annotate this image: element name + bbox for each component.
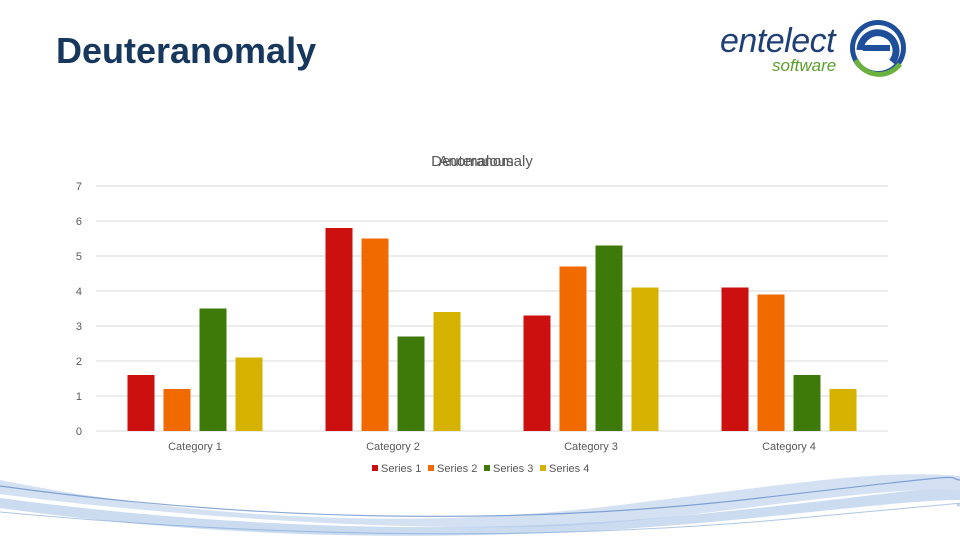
y-tick-label: 4 <box>76 286 82 298</box>
y-tick-label: 5 <box>76 251 82 263</box>
x-category-label: Category 1 <box>168 441 222 453</box>
legend-label: Series 1 <box>381 463 421 475</box>
legend-swatch-4 <box>540 465 546 471</box>
bar-2-4 <box>757 294 785 431</box>
y-tick-label: 1 <box>76 391 82 403</box>
legend: Series 1 Series 2 Series 3 Series 4 <box>372 463 589 475</box>
bar-2-3 <box>559 266 587 431</box>
x-category-label: Category 2 <box>366 441 420 453</box>
bar-4-2 <box>433 312 461 431</box>
bar-3-1 <box>199 308 227 431</box>
bar-1-2 <box>325 228 353 431</box>
legend-swatch-2 <box>428 465 434 471</box>
legend-label: Series 4 <box>549 463 589 475</box>
bar-4-3 <box>631 287 659 431</box>
bar-2-1 <box>163 389 191 431</box>
bar-3-2 <box>397 336 425 431</box>
chart-title: Deuteranomaly <box>431 153 533 170</box>
logo-sub: software <box>772 56 837 75</box>
entelect-logo: entelect software <box>716 14 916 84</box>
bar-4-4 <box>829 389 857 431</box>
bar-3-3 <box>595 245 623 431</box>
y-tick-label: 0 <box>76 426 82 438</box>
y-tick-label: 7 <box>76 181 82 193</box>
y-tick-label: 6 <box>76 216 82 228</box>
x-category-label: Category 3 <box>564 441 618 453</box>
legend-label: Series 3 <box>493 463 533 475</box>
bar-1-3 <box>523 315 551 431</box>
chart-title-overlap: Anomalous <box>438 153 513 170</box>
y-tick-label: 3 <box>76 321 82 333</box>
legend-swatch-3 <box>484 465 490 471</box>
logo-e-icon <box>850 20 906 77</box>
bar-1-4 <box>721 287 749 431</box>
decorative-swoosh <box>0 474 960 536</box>
y-axis-ticks: 0 1 2 3 4 5 6 7 <box>76 181 82 438</box>
logo-word: entelect <box>720 22 836 60</box>
bar-1-1 <box>127 375 155 431</box>
bars <box>127 228 857 431</box>
slide-title: Deuteranomaly <box>56 30 317 71</box>
y-tick-label: 2 <box>76 356 82 368</box>
bar-4-1 <box>235 357 263 431</box>
bar-3-4 <box>793 375 821 431</box>
legend-swatch-1 <box>372 465 378 471</box>
gridlines <box>96 185 888 432</box>
bar-2-2 <box>361 238 389 431</box>
legend-label: Series 2 <box>437 463 477 475</box>
x-axis-categories: Category 1 Category 2 Category 3 Category 4 <box>168 441 816 453</box>
x-category-label: Category 4 <box>762 441 816 453</box>
